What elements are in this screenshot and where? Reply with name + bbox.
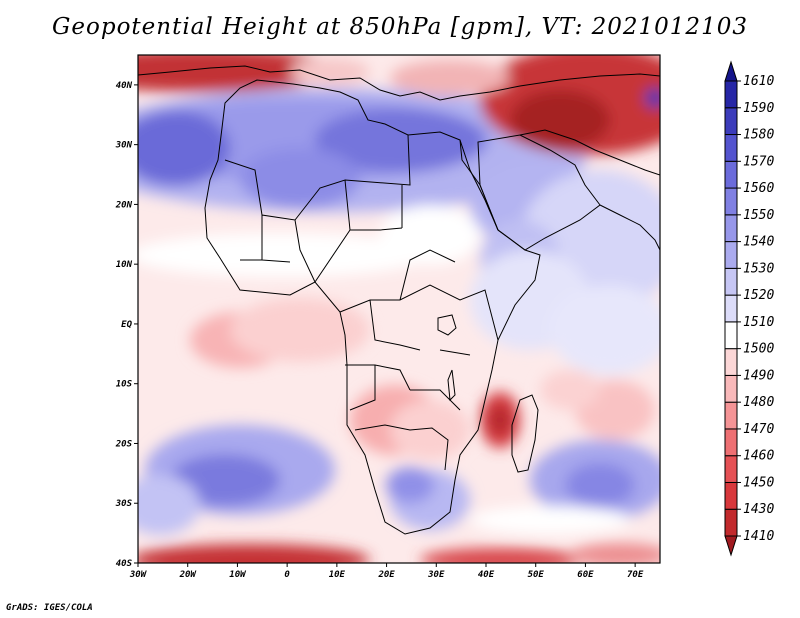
colorbar-swatch xyxy=(724,187,738,216)
lon-tick-label: 20W xyxy=(179,570,198,580)
lon-tick-label: 50E xyxy=(528,570,545,580)
lat-tick-label: 30N xyxy=(115,141,133,151)
colorbar-level-label: 1480 xyxy=(743,395,774,410)
colorbar-level-label: 1610 xyxy=(743,74,774,89)
colorbar-swatch xyxy=(724,401,738,430)
map-title: Geopotential Height at 850hPa [gpm], VT:… xyxy=(52,14,748,40)
colorbar-swatch xyxy=(724,267,738,296)
lon-tick-label: 60E xyxy=(577,570,594,580)
colorbar-swatch xyxy=(724,428,738,457)
colorbar-swatch xyxy=(724,455,738,483)
colorbar-swatch xyxy=(724,160,738,189)
colorbar-level-label: 1490 xyxy=(743,368,774,383)
red-sea xyxy=(459,139,499,231)
colorbar-level-label: 1500 xyxy=(743,342,774,357)
lat-tick-label: EQ xyxy=(121,320,132,330)
lat-tick-label: 40S xyxy=(116,559,133,569)
lat-tick-label: 30S xyxy=(115,499,133,509)
geopotential-field xyxy=(138,55,660,563)
africa-outline xyxy=(204,79,541,535)
lon-tick-label: 0 xyxy=(284,570,290,580)
lake-victoria xyxy=(437,314,457,336)
colorbar-swatch xyxy=(724,508,738,537)
lon-tick-label: 20E xyxy=(377,570,395,580)
colorbar-level-label: 1560 xyxy=(743,181,774,196)
lat-tick-label: 20N xyxy=(115,200,133,210)
colorbar-level-label: 1530 xyxy=(743,261,774,276)
colorbar-level-label: 1550 xyxy=(743,208,774,223)
colorbar-level-label: 1510 xyxy=(743,315,774,330)
lat-tick-label: 40N xyxy=(116,81,133,91)
colorbar-swatch xyxy=(724,214,738,243)
colorbar-swatch xyxy=(724,321,738,350)
borders-west xyxy=(224,134,411,283)
southern-africa-border xyxy=(354,424,449,471)
grads-credit: GrADS: IGES/COLA xyxy=(6,603,93,613)
colorbar-swatch xyxy=(724,80,738,109)
madagascar-outline xyxy=(511,394,539,473)
coastline-outlines xyxy=(138,65,660,535)
lon-tick-label: 10W xyxy=(229,570,247,580)
colorbar: 1410 1430 1450 1460 1470 1480 1490 1500 1510 1520… xyxy=(724,60,774,557)
map-axes: 30W 20W 10W 0 10E 20E 30E 40E 50E 60E 70E 40N 30N 20N… xyxy=(115,81,644,580)
colorbar-level-label: 1430 xyxy=(743,502,774,517)
map-frame xyxy=(137,54,661,564)
colorbar-top-triangle xyxy=(724,60,738,82)
colorbar-level-label: 1460 xyxy=(743,449,774,464)
lon-tick-label: 30W xyxy=(129,570,148,580)
lat-tick-label: 10N xyxy=(116,260,133,270)
asia-coast xyxy=(599,204,660,251)
colorbar-swatch xyxy=(724,107,738,136)
lat-tick-label: 10S xyxy=(116,380,133,390)
lon-tick-label: 10E xyxy=(329,570,346,580)
colorbar-level-label: 1520 xyxy=(743,288,774,303)
colorbar-swatch xyxy=(724,241,738,269)
colorbar-swatch xyxy=(724,134,738,162)
lon-tick-label: 40E xyxy=(478,570,495,580)
colorbar-swatch xyxy=(724,348,738,376)
colorbar-swatch xyxy=(724,294,738,323)
colorbar-bottom-triangle xyxy=(724,535,738,557)
lat-tick-label: 20S xyxy=(115,439,133,449)
colorbar-level-label: 1450 xyxy=(743,475,774,490)
lon-tick-label: 70E xyxy=(627,570,644,580)
colorbar-level-label: 1540 xyxy=(743,235,774,250)
colorbar-level-label: 1580 xyxy=(743,128,774,143)
borders-central xyxy=(339,249,499,411)
colorbar-level-label: 1570 xyxy=(743,154,774,169)
colorbar-level-label: 1410 xyxy=(743,529,774,544)
persian-gulf xyxy=(519,129,660,176)
lon-tick-label: 30E xyxy=(427,570,445,580)
colorbar-swatch xyxy=(724,481,738,510)
europe-coast xyxy=(138,65,660,101)
colorbar-level-label: 1590 xyxy=(743,101,774,116)
colorbar-swatch xyxy=(724,374,738,403)
colorbar-level-label: 1470 xyxy=(743,422,774,437)
